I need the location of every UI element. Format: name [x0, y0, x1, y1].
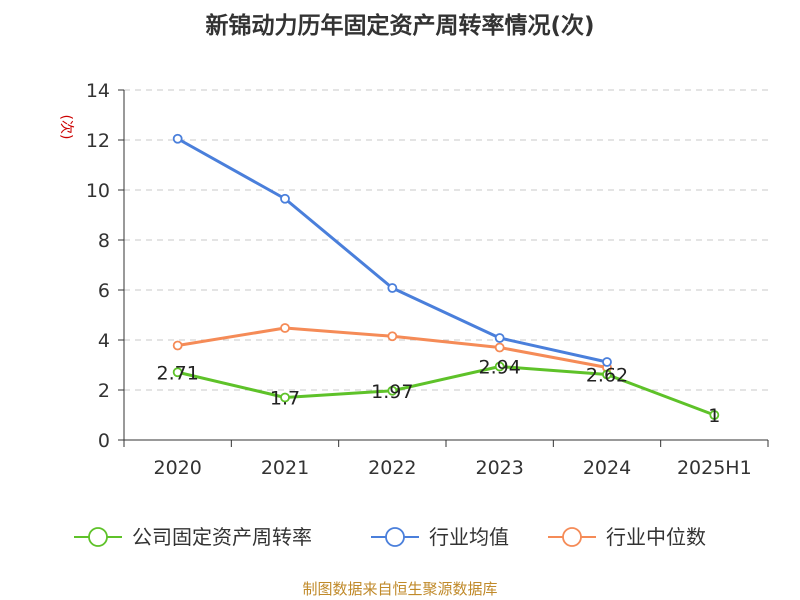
legend-marker: [562, 527, 582, 547]
legend-marker: [88, 527, 108, 547]
data-point: [172, 367, 183, 378]
data-label: 2.94: [479, 357, 521, 379]
legend-label: 公司固定资产周转率: [132, 525, 312, 549]
x-tick-label: 2022: [368, 457, 416, 479]
series-lines: [172, 133, 720, 420]
y-axis-unit-label: (次): [58, 115, 74, 140]
data-point: [280, 392, 290, 403]
y-tick-label: 2: [98, 380, 110, 402]
data-point: [602, 357, 612, 367]
legend-marker: [385, 527, 405, 547]
legend: 公司固定资产周转率 行业均值 行业中位数: [74, 525, 706, 549]
data-labels: 2.71 1.7 1.97 2.94 2.62 1: [157, 357, 721, 428]
data-point: [602, 369, 612, 380]
y-tick-label: 8: [98, 230, 110, 252]
data-point: [280, 193, 290, 204]
data-label: 2.71: [157, 362, 199, 384]
y-tick-label: 10: [86, 180, 110, 202]
data-point: [387, 385, 398, 396]
data-point: [387, 283, 398, 293]
series-line-1: [176, 137, 608, 364]
series-line-0: [177, 365, 715, 417]
data-point: [172, 133, 183, 144]
data-point: [494, 333, 505, 343]
data-point: [387, 331, 398, 342]
data-point: [709, 410, 720, 420]
x-tick-label: 2025H1: [677, 457, 752, 479]
data-point: [280, 323, 290, 333]
gridlines: [124, 89, 768, 391]
data-point: [494, 361, 505, 372]
source-footer: 制图数据来自恒生聚源数据库: [302, 580, 498, 598]
legend-label: 行业中位数: [606, 525, 706, 549]
axes: 0 2 4 6 8 10 12 14 2020 2021 2022 2023 2024 2025H1: [86, 80, 769, 479]
data-label: 1.97: [371, 381, 413, 403]
y-tick-label: 4: [98, 330, 110, 352]
data-point: [494, 342, 505, 353]
x-tick-label: 2023: [475, 457, 523, 479]
data-point: [172, 340, 183, 351]
y-tick-label: 14: [86, 80, 110, 102]
data-label: 1.7: [270, 388, 300, 410]
y-tick-label: 12: [86, 130, 110, 152]
x-tick-label: 2021: [261, 457, 309, 479]
data-label: 2.62: [586, 365, 628, 387]
y-tick-label: 0: [98, 430, 110, 452]
chart-title: 新锦动力历年固定资产周转率情况(次): [205, 13, 595, 39]
data-label: 1: [708, 405, 720, 427]
x-tick-label: 2020: [153, 457, 201, 479]
legend-label: 行业均值: [429, 525, 509, 549]
x-tick-label: 2024: [583, 457, 631, 479]
y-tick-label: 6: [98, 280, 110, 302]
